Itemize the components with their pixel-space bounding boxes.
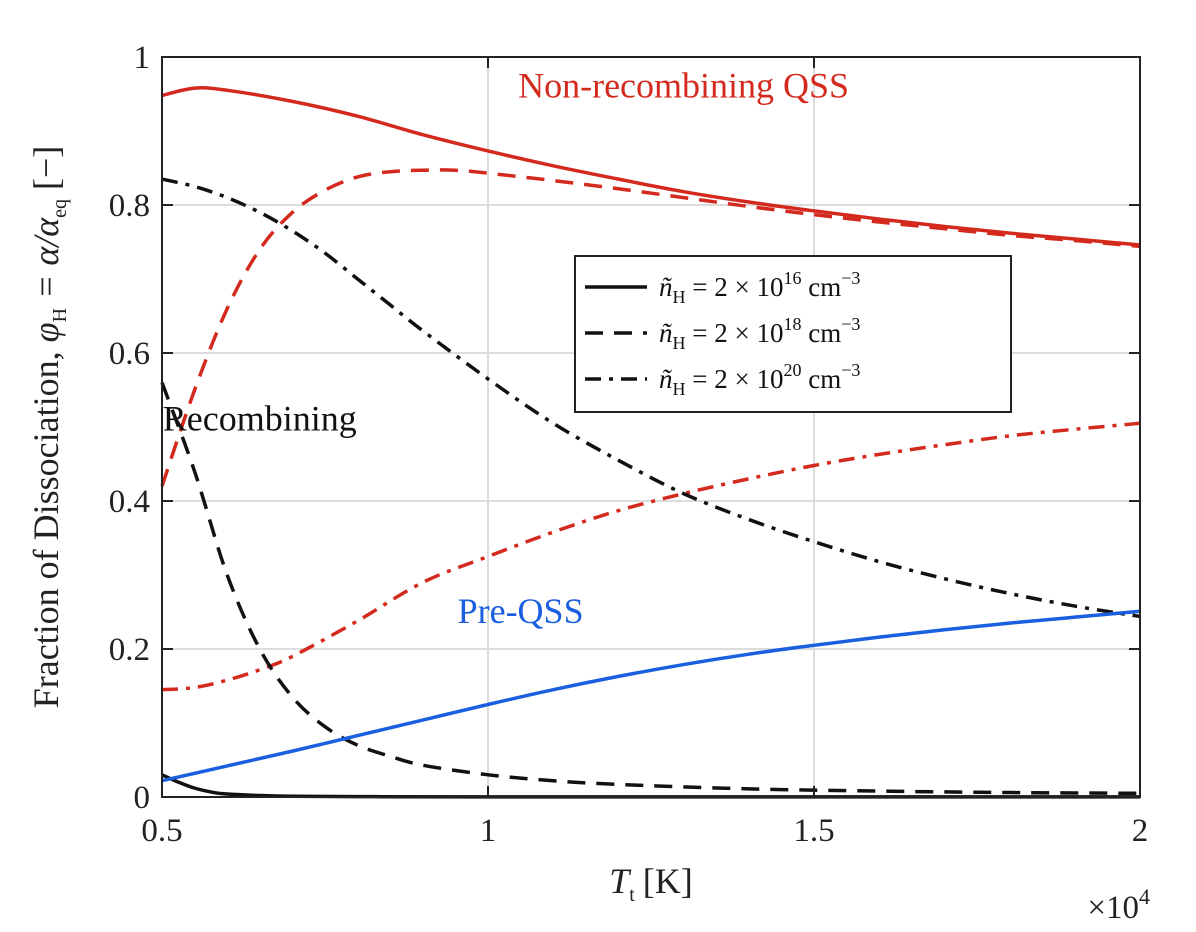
series-line-recombining-dashed	[160, 381, 1141, 796]
legend-entries: ñH = 2 × 1016 cm−3 ñH = 2 × 1018 cm−3 ñH =…	[585, 268, 860, 399]
y-tick-label: 0.2	[109, 632, 150, 668]
series-layer	[160, 86, 1141, 799]
series-line-recombining-dashdot	[161, 177, 1141, 619]
annotations: Non-recombining QSS Recombining Pre-QSS	[163, 66, 849, 631]
x-tick-label: 1	[480, 813, 497, 849]
tick-labels: 0.5 1 1.5 2 0 0.2 0.4 0.6 0.8 1	[109, 40, 1149, 849]
grid	[162, 57, 1140, 797]
legend-box	[574, 255, 1012, 413]
y-tick-label: 0.8	[109, 188, 150, 224]
x-multiplier: ×104	[1087, 884, 1150, 926]
legend-label: ñH = 2 × 1020 cm−3	[659, 360, 860, 399]
annotation-label: Recombining	[163, 399, 357, 439]
x-axis-label: Tt [K]	[609, 861, 693, 906]
annotation-label: Non-recombining QSS	[518, 66, 849, 106]
legend-label: ñH = 2 × 1016 cm−3	[659, 268, 860, 307]
x-tick-label: 0.5	[141, 813, 182, 849]
ticks	[161, 56, 1141, 798]
plot-frame	[161, 56, 1141, 798]
series-line-nonrecombining-dashed	[160, 168, 1141, 487]
x-tick-label: 1.5	[793, 813, 834, 849]
legend: ñH = 2 × 1016 cm−3 ñH = 2 × 1018 cm−3 ñH =…	[574, 255, 1012, 413]
y-tick-label: 0.4	[109, 484, 150, 520]
series-line-preqss-solid	[161, 609, 1141, 783]
y-tick-label: 0	[134, 780, 151, 816]
y-tick-label: 0.6	[109, 336, 150, 372]
series-line-nonrecombining-dashdot	[161, 421, 1141, 692]
y-axis-label: Fraction of Dissociation, φH = α/αeq [−]	[26, 146, 71, 709]
y-tick-label: 1	[134, 40, 151, 76]
series-line-nonrecombining-solid	[161, 86, 1141, 247]
x-tick-label: 2	[1132, 813, 1149, 849]
annotation-label: Pre-QSS	[458, 591, 584, 631]
legend-label: ñH = 2 × 1018 cm−3	[659, 314, 860, 353]
